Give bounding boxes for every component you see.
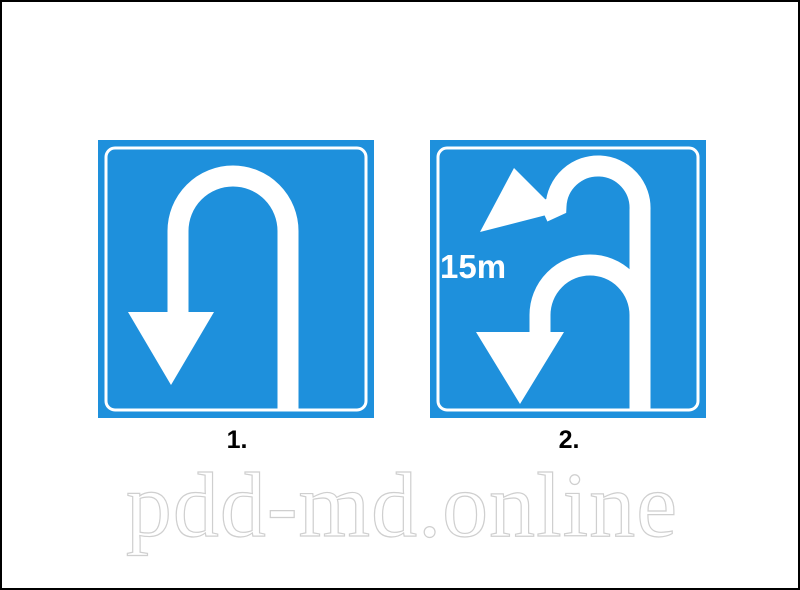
arrow-head — [128, 312, 214, 385]
lower-arrow-head — [476, 332, 564, 404]
road-sign-1 — [98, 140, 374, 418]
upper-arrow-head — [480, 168, 558, 232]
road-sign-2: 15m — [430, 140, 706, 418]
distance-label: 15m — [440, 248, 506, 285]
u-turn-arrow-icon — [98, 140, 374, 418]
sign-inner-border — [436, 146, 700, 412]
sign-inner-border — [104, 146, 368, 412]
sign-caption-1: 1. — [226, 426, 248, 454]
watermark: pdd-md.online — [125, 453, 679, 556]
upper-turn-path — [538, 155, 651, 410]
u-turn-path — [167, 165, 299, 410]
u-turn-with-distance-arrow-icon: 15m — [430, 140, 706, 418]
sign-caption-2: 2. — [558, 426, 580, 454]
lower-turn-path — [529, 254, 651, 410]
